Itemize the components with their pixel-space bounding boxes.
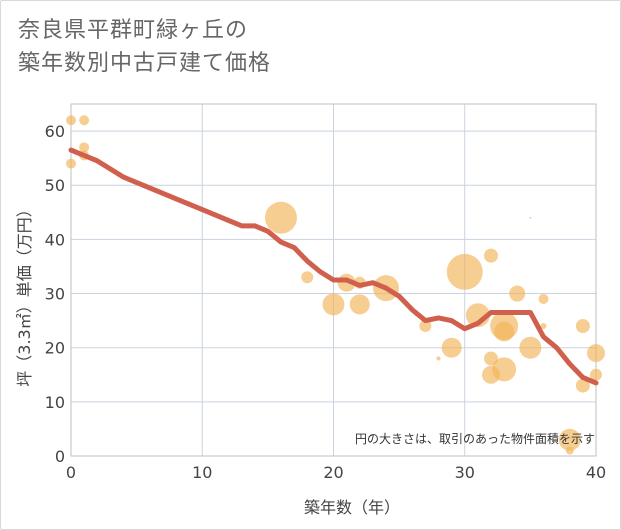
- x-tick-label: 20: [323, 463, 343, 482]
- bubble-point: [509, 285, 526, 302]
- bubble-point: [484, 351, 498, 366]
- bubble-point: [66, 158, 76, 169]
- plot-area-border: [70, 103, 597, 457]
- x-tick-label: 10: [192, 463, 212, 482]
- bubble-point: [322, 293, 345, 316]
- bubble-point: [79, 142, 90, 153]
- bubble-point: [484, 248, 498, 263]
- chart-title-line-2: 築年数別中古戸建て価格: [18, 51, 272, 76]
- y-tick-label: 40: [45, 230, 65, 249]
- bubble-point: [590, 368, 602, 381]
- x-tick-label: 0: [66, 463, 76, 482]
- bubble-point: [529, 216, 532, 219]
- bubble-point: [565, 446, 574, 455]
- y-axis-title: 坪（3.3㎡）単価（万円）: [15, 201, 34, 386]
- bubble-size-note: 円の大きさは、取引のあった物件面積を示す: [355, 431, 595, 446]
- bubble-point: [436, 356, 441, 361]
- bubble-point: [301, 271, 314, 284]
- y-tick-label: 20: [45, 339, 65, 358]
- trend-line: [68, 147, 599, 386]
- y-tick-label: 50: [45, 176, 65, 195]
- x-axis-ticks: 0 10 20 30 40: [66, 463, 606, 482]
- chart-title-line-1: 奈良県平群町緑ヶ丘の: [18, 18, 249, 43]
- chart-title: 奈良県平群町緑ヶ丘の 築年数別中古戸建て価格: [18, 14, 271, 80]
- bubble-point: [79, 115, 90, 126]
- bubble-point: [66, 115, 76, 126]
- bubble-point: [519, 336, 542, 359]
- y-tick-label: 0: [55, 447, 65, 466]
- y-axis-ticks: 0 10 20 30 40 50 60: [45, 122, 65, 466]
- bubble-point: [494, 321, 515, 342]
- y-tick-label: 30: [45, 285, 65, 304]
- x-axis-title: 築年数（年）: [304, 498, 400, 517]
- y-tick-label: 10: [45, 393, 65, 412]
- bubble-point: [587, 344, 605, 363]
- bubble-point: [538, 293, 549, 304]
- bubble-point: [575, 319, 590, 334]
- bubble-point: [558, 428, 581, 451]
- bubble-point: [349, 294, 370, 315]
- x-tick-label: 40: [586, 463, 606, 482]
- bubble-point: [540, 323, 547, 330]
- bubble-point: [575, 378, 590, 393]
- bubble-point: [446, 253, 483, 290]
- bubble-point: [419, 320, 432, 333]
- bubble-point: [492, 357, 517, 382]
- y-tick-label: 60: [45, 122, 65, 141]
- bubble-series: [66, 115, 605, 455]
- bubble-point: [441, 337, 462, 358]
- bubble-point: [265, 201, 297, 234]
- x-tick-label: 30: [455, 463, 475, 482]
